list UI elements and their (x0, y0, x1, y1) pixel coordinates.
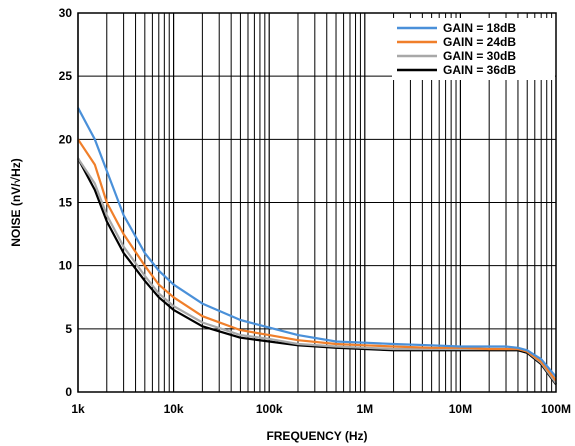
x-tick-label: 100M (541, 402, 571, 416)
y-axis-label: NOISE (nV/√Hz) (9, 158, 23, 247)
x-tick-labels: 1k 10k 100k 1M 10M 100M (71, 402, 571, 416)
series-line (77, 157, 557, 386)
legend-label: GAIN = 18dB (443, 21, 516, 35)
x-axis-label: FREQUENCY (Hz) (266, 429, 367, 443)
series-lines (77, 107, 557, 386)
x-tick-label: 10k (164, 402, 184, 416)
legend-label: GAIN = 24dB (443, 35, 516, 49)
grid-lines (77, 12, 556, 393)
x-tick-label: 1k (71, 402, 85, 416)
legend-label: GAIN = 30dB (443, 49, 516, 63)
y-tick-label: 5 (65, 322, 72, 336)
y-tick-labels: 0 5 10 15 20 25 30 (59, 6, 73, 399)
series-line (77, 107, 557, 378)
y-tick-label: 20 (59, 132, 73, 146)
plot-frame (77, 12, 557, 393)
y-tick-label: 15 (59, 196, 73, 210)
legend-label: GAIN = 36dB (443, 63, 516, 77)
y-tick-label: 30 (59, 6, 73, 20)
y-tick-label: 25 (59, 69, 73, 83)
y-tick-label: 10 (59, 259, 73, 273)
y-tick-label: 0 (65, 385, 72, 399)
series-line (77, 138, 557, 382)
x-tick-label: 10M (449, 402, 472, 416)
x-tick-label: 1M (356, 402, 373, 416)
x-tick-label: 100k (256, 402, 283, 416)
